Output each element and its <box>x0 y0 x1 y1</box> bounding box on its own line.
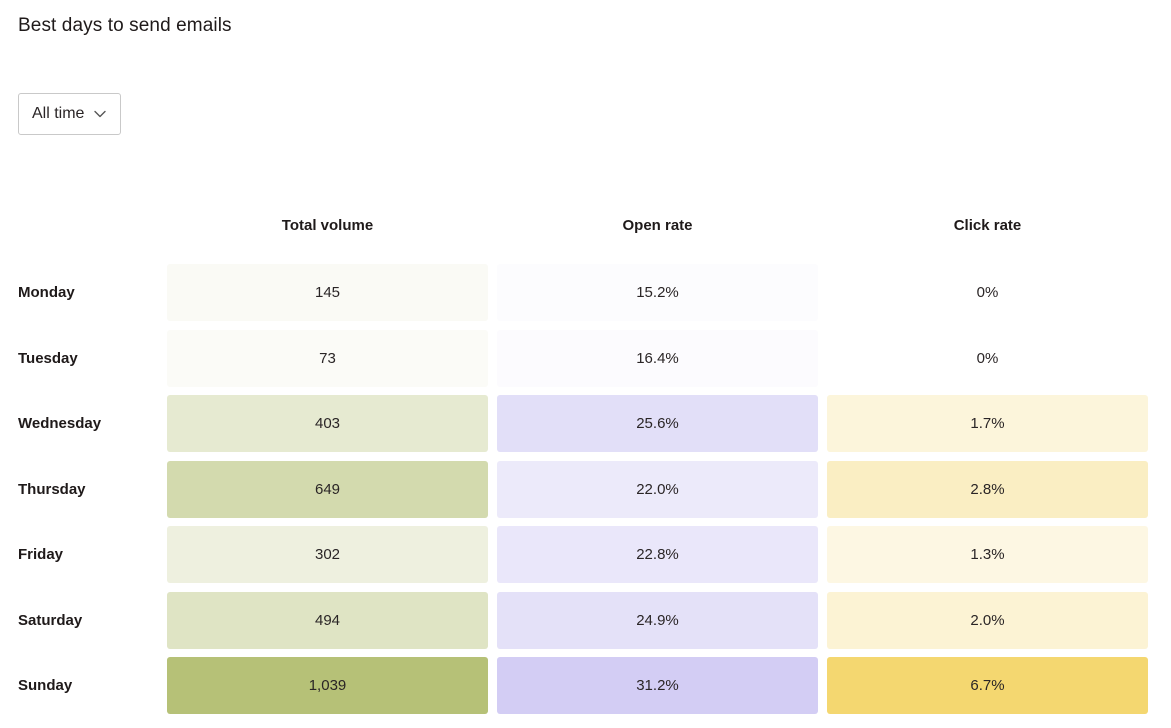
heatmap-cell-total-volume-monday: 145 <box>167 264 488 321</box>
heatmap-cell-total-volume-tuesday: 73 <box>167 330 488 387</box>
column-header-total-volume: Total volume <box>281 217 374 234</box>
data-label: 73 <box>319 350 336 367</box>
heatmap-cell-open-rate-sunday: 31.2% <box>497 657 818 714</box>
heatmap-cell-open-rate-monday: 15.2% <box>497 264 818 321</box>
data-label: 494 <box>314 612 341 629</box>
column-header-open-rate: Open rate <box>622 217 693 234</box>
heatmap-cell-click-rate-friday: 1.3% <box>827 526 1148 583</box>
data-label: 1.7% <box>970 415 1005 432</box>
data-label: 403 <box>314 415 341 432</box>
heatmap-cell-total-volume-thursday: 649 <box>167 461 488 518</box>
data-label: 25.6% <box>636 415 679 432</box>
data-label: 302 <box>314 546 341 563</box>
row-label-saturday: Saturday <box>18 612 83 629</box>
heatmap-cell-click-rate-saturday: 2.0% <box>827 592 1148 649</box>
row-label-thursday: Thursday <box>18 481 86 498</box>
chevron-down-icon <box>94 110 106 118</box>
heatmap-cell-total-volume-wednesday: 403 <box>167 395 488 452</box>
heatmap-cell-open-rate-friday: 22.8% <box>497 526 818 583</box>
time-range-label: All time <box>32 105 85 122</box>
row-label-tuesday: Tuesday <box>18 350 78 367</box>
heatmap-cell-open-rate-wednesday: 25.6% <box>497 395 818 452</box>
row-label-friday: Friday <box>18 546 64 563</box>
data-label: 22.8% <box>636 546 679 563</box>
row-label-wednesday: Wednesday <box>18 415 102 432</box>
row-label-sunday: Sunday <box>18 677 73 694</box>
data-label: 1.3% <box>970 546 1005 563</box>
heatmap-cell-click-rate-wednesday: 1.7% <box>827 395 1148 452</box>
heatmap-cell-click-rate-sunday: 6.7% <box>827 657 1148 714</box>
heatmap-cell-total-volume-sunday: 1,039 <box>167 657 488 714</box>
data-label: 2.8% <box>970 481 1005 498</box>
heatmap-cell-total-volume-friday: 302 <box>167 526 488 583</box>
data-label: 2.0% <box>970 612 1005 629</box>
time-range-dropdown[interactable]: All time <box>18 93 121 135</box>
heatmap-cell-click-rate-monday: 0% <box>827 264 1148 321</box>
heatmap-cell-open-rate-tuesday: 16.4% <box>497 330 818 387</box>
data-label: 6.7% <box>970 677 1005 694</box>
heatmap-cell-click-rate-thursday: 2.8% <box>827 461 1148 518</box>
data-label: 22.0% <box>636 481 679 498</box>
data-label: 1,039 <box>308 677 347 694</box>
heatmap-cell-open-rate-saturday: 24.9% <box>497 592 818 649</box>
data-label: 0% <box>976 284 999 301</box>
row-label-monday: Monday <box>18 284 75 301</box>
data-label: 31.2% <box>636 677 679 694</box>
heatmap-cell-open-rate-thursday: 22.0% <box>497 461 818 518</box>
data-label: 16.4% <box>636 350 679 367</box>
data-label: 15.2% <box>636 284 679 301</box>
data-label: 0% <box>976 350 999 367</box>
data-label: 145 <box>314 284 341 301</box>
data-label: 649 <box>314 481 341 498</box>
data-label: 24.9% <box>636 612 679 629</box>
page-title: Best days to send emails <box>18 15 232 36</box>
heatmap-cell-total-volume-saturday: 494 <box>167 592 488 649</box>
column-header-click-rate: Click rate <box>953 217 1022 234</box>
heatmap-cell-click-rate-tuesday: 0% <box>827 330 1148 387</box>
